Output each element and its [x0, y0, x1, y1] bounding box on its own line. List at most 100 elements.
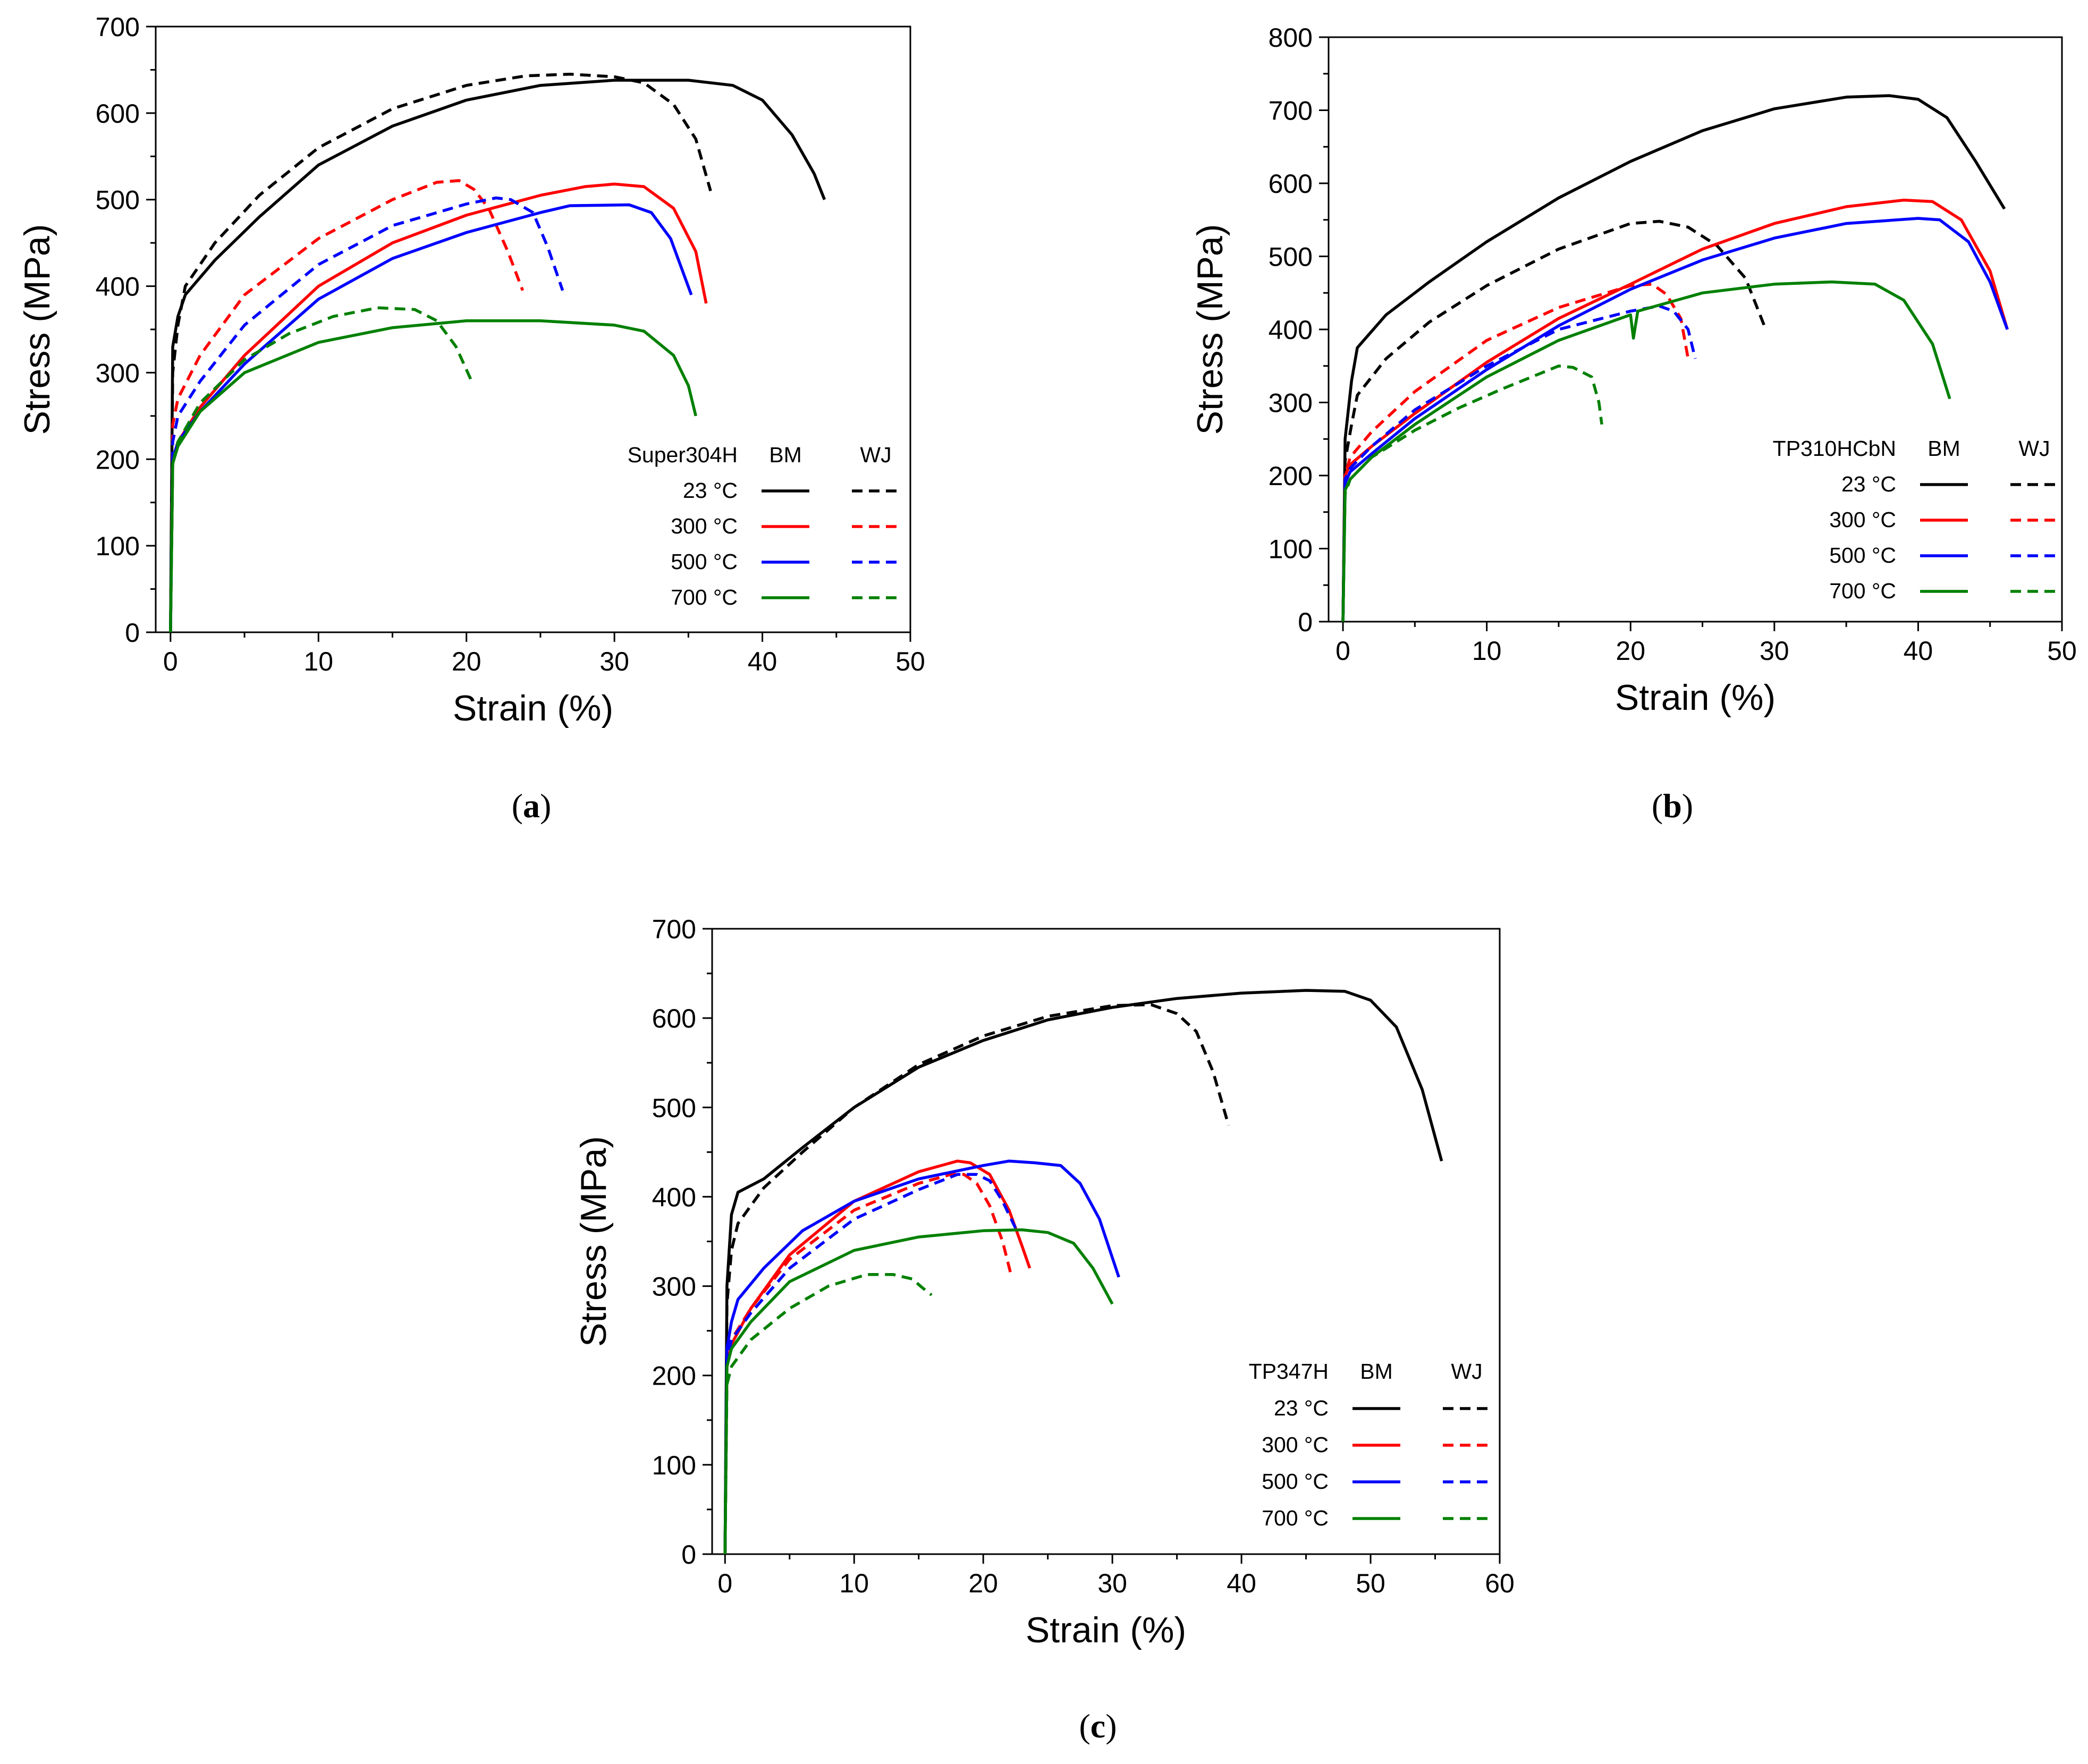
series-23-bm — [1341, 94, 2006, 622]
series-700-wj — [723, 1273, 933, 1554]
y-tick-label: 500 — [1269, 242, 1313, 272]
legend-col-bm: BM — [769, 443, 802, 467]
legend-entry-label: 700 °C — [1829, 579, 1896, 603]
legend-col-wj: WJ — [2018, 436, 2050, 461]
legend-material: TP310HCbN — [1773, 436, 1896, 461]
y-tick-label: 400 — [1269, 315, 1313, 345]
x-tick-label: 40 — [1227, 1568, 1256, 1598]
y-tick-label: 700 — [652, 914, 696, 944]
x-axis-label: Strain (%) — [453, 688, 613, 728]
plot-frame — [155, 26, 911, 633]
legend-entry-label: 500 °C — [1262, 1469, 1329, 1494]
x-tick-label: 20 — [452, 647, 481, 676]
y-tick-label: 300 — [1269, 388, 1313, 418]
y-tick-label: 600 — [96, 99, 140, 129]
series-500-wj — [169, 196, 564, 632]
y-tick-label: 0 — [681, 1540, 696, 1570]
y-tick-label: 500 — [652, 1093, 696, 1123]
legend-entry-label: 300 °C — [1262, 1432, 1329, 1457]
legend-entry-label: 700 °C — [1262, 1506, 1329, 1530]
series-500-bm — [169, 203, 693, 632]
legend-entry-label: 300 °C — [671, 514, 738, 538]
y-tick-label: 500 — [96, 185, 140, 215]
series-300-wj — [1341, 283, 1690, 622]
x-axis-label: Strain (%) — [1026, 1610, 1186, 1650]
y-tick-label: 200 — [96, 445, 140, 474]
legend-entry-label: 23 °C — [1274, 1396, 1329, 1420]
legend-col-wj: WJ — [1451, 1359, 1482, 1384]
y-tick-label: 200 — [652, 1361, 696, 1391]
y-tick-label: 0 — [1298, 607, 1313, 637]
chart-panel-a: 0 10 20 30 40 500100200300400500600700Strain … — [17, 12, 925, 728]
legend-col-bm: BM — [1360, 1359, 1393, 1384]
y-tick-label: 100 — [652, 1451, 696, 1480]
y-tick-label: 300 — [652, 1272, 696, 1302]
x-tick-label: 30 — [1760, 636, 1789, 666]
legend-entry-label: 23 °C — [1841, 472, 1896, 496]
x-tick-label: 60 — [1485, 1568, 1515, 1598]
x-tick-label: 50 — [1356, 1568, 1385, 1598]
series-group — [169, 72, 826, 632]
series-300-wj — [169, 179, 525, 632]
caption-c: (c) — [1079, 1707, 1117, 1745]
x-tick-label: 40 — [1904, 636, 1933, 666]
series-700-bm — [1341, 280, 1951, 622]
y-tick-label: 700 — [1269, 96, 1313, 126]
legend-entry-label: 23 °C — [683, 478, 738, 503]
y-tick-label: 100 — [1269, 535, 1313, 564]
x-tick-label: 50 — [2047, 636, 2077, 666]
legend-entry-label: 300 °C — [1829, 507, 1896, 532]
x-tick-label: 0 — [1335, 636, 1350, 666]
legend-col-wj: WJ — [860, 443, 891, 467]
series-700-wj — [1341, 364, 1603, 622]
y-tick-label: 700 — [96, 12, 140, 42]
legend-material: TP347H — [1249, 1359, 1329, 1384]
series-700-bm — [169, 319, 697, 632]
x-tick-label: 10 — [1472, 636, 1502, 666]
series-23-wj — [169, 72, 712, 632]
y-tick-label: 0 — [125, 618, 140, 648]
x-tick-label: 30 — [1097, 1568, 1127, 1598]
x-tick-label: 10 — [839, 1568, 869, 1598]
series-300-wj — [723, 1173, 1013, 1554]
x-tick-label: 0 — [163, 647, 178, 676]
x-tick-label: 20 — [968, 1568, 998, 1598]
legend-material: Super304H — [628, 443, 738, 467]
x-tick-label: 20 — [1616, 636, 1645, 666]
y-tick-label: 400 — [652, 1182, 696, 1212]
x-tick-label: 50 — [895, 647, 925, 676]
y-tick-label: 600 — [1269, 169, 1313, 199]
series-300-bm — [169, 182, 708, 632]
series-23-bm — [723, 989, 1443, 1554]
caption-b: (b) — [1652, 787, 1693, 825]
x-tick-label: 40 — [748, 647, 777, 676]
y-tick-label: 100 — [96, 531, 140, 561]
x-tick-label: 0 — [717, 1568, 732, 1598]
y-tick-label: 800 — [1269, 23, 1313, 53]
y-axis-label: Stress (MPa) — [573, 1136, 614, 1347]
y-axis-label: Stress (MPa) — [1190, 224, 1230, 435]
x-tick-label: 10 — [303, 647, 333, 676]
series-300-bm — [1341, 198, 2009, 622]
series-500-bm — [723, 1159, 1120, 1554]
y-tick-label: 400 — [96, 272, 140, 302]
y-tick-label: 200 — [1269, 461, 1313, 491]
series-500-wj — [1341, 304, 1697, 622]
series-700-wj — [169, 306, 472, 632]
series-group — [1341, 94, 2009, 622]
chart-panel-b: 0 10 20 30 40 500100200300400500600700800Stra… — [1190, 23, 2077, 718]
caption-a: (a) — [512, 787, 552, 825]
legend-entry-label: 700 °C — [671, 585, 738, 609]
x-tick-label: 30 — [599, 647, 629, 676]
series-group — [723, 989, 1443, 1554]
series-500-wj — [723, 1173, 1017, 1554]
legend-entry-label: 500 °C — [1829, 543, 1896, 567]
y-tick-label: 300 — [96, 358, 140, 388]
x-axis-label: Strain (%) — [1615, 677, 1776, 718]
y-tick-label: 600 — [652, 1004, 696, 1033]
series-700-bm — [723, 1228, 1114, 1554]
chart-panel-c: 0 10 20 30 40 50 600100200300400500600700Strai… — [573, 914, 1515, 1650]
series-500-bm — [1341, 217, 2009, 622]
y-axis-label: Stress (MPa) — [17, 224, 57, 435]
